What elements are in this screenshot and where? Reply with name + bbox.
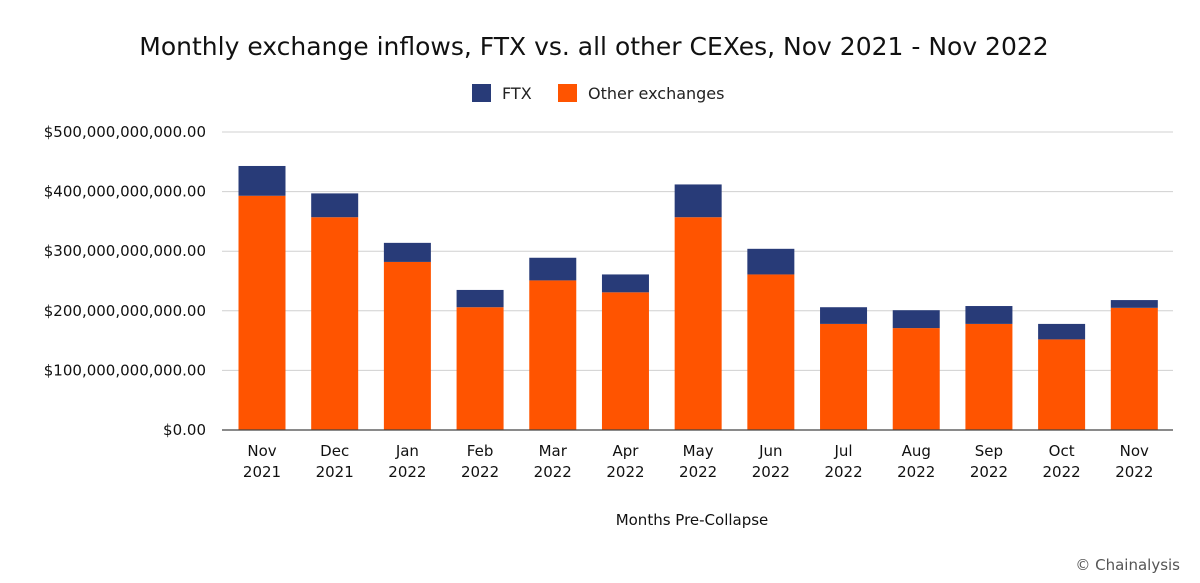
- x-tick-label-month: Dec: [320, 442, 349, 460]
- y-tick-label: $400,000,000,000.00: [44, 183, 206, 201]
- bars: [238, 165, 1158, 430]
- y-tick-label: $300,000,000,000.00: [44, 242, 206, 260]
- x-tick-label-month: Sep: [975, 442, 1003, 460]
- x-tick-label-year: 2022: [1043, 463, 1081, 481]
- y-tick-label: $0.00: [163, 421, 206, 439]
- bar-other-exchanges: [238, 195, 286, 430]
- bar-ftx: [1038, 323, 1086, 340]
- legend-label: Other exchanges: [588, 84, 724, 103]
- bar-other-exchanges: [383, 261, 431, 430]
- chart-title: Monthly exchange inflows, FTX vs. all ot…: [139, 32, 1048, 61]
- bar-other-exchanges: [820, 323, 868, 430]
- x-tick-label-year: 2022: [1115, 463, 1153, 481]
- bar-other-exchanges: [311, 217, 359, 430]
- y-tick-label: $500,000,000,000.00: [44, 123, 206, 141]
- bar-other-exchanges: [892, 328, 940, 430]
- x-tick-label-year: 2021: [243, 463, 281, 481]
- bar-ftx: [601, 274, 649, 293]
- bar-other-exchanges: [529, 280, 577, 430]
- y-tick-label: $100,000,000,000.00: [44, 361, 206, 379]
- x-tick-label-month: Nov: [247, 442, 276, 460]
- x-tick-label-month: Jan: [395, 442, 419, 460]
- x-tick-label-month: May: [683, 442, 714, 460]
- chainalysis-watermark: © Chainalysis: [1075, 556, 1180, 574]
- bar-other-exchanges: [674, 217, 722, 430]
- x-tick-label-year: 2021: [316, 463, 354, 481]
- x-tick-label-year: 2022: [824, 463, 862, 481]
- bar-ftx: [965, 306, 1013, 324]
- bar-other-exchanges: [601, 292, 649, 430]
- x-axis-title: Months Pre-Collapse: [616, 511, 769, 529]
- x-tick-label-month: Feb: [467, 442, 494, 460]
- bar-ftx: [1110, 300, 1158, 308]
- x-tick-label-year: 2022: [897, 463, 935, 481]
- bar-other-exchanges: [456, 307, 504, 430]
- x-tick-label-month: Oct: [1049, 442, 1075, 460]
- x-tick-label-month: Jul: [833, 442, 852, 460]
- x-tick-label-year: 2022: [534, 463, 572, 481]
- x-tick-label-month: Jun: [758, 442, 782, 460]
- x-tick-label-year: 2022: [606, 463, 644, 481]
- x-tick-label-year: 2022: [461, 463, 499, 481]
- chart-legend: FTX Other exchanges: [472, 84, 724, 103]
- y-tick-label: $200,000,000,000.00: [44, 302, 206, 320]
- x-tick-label-year: 2022: [970, 463, 1008, 481]
- bar-ftx: [529, 257, 577, 281]
- bar-ftx: [892, 310, 940, 329]
- legend-label: FTX: [502, 84, 532, 103]
- bar-ftx: [238, 165, 286, 196]
- bar-ftx: [311, 193, 359, 218]
- legend-swatch: [472, 84, 491, 102]
- bar-ftx: [820, 307, 868, 324]
- bar-other-exchanges: [1110, 307, 1158, 430]
- bar-other-exchanges: [1038, 339, 1086, 430]
- x-tick-label-month: Apr: [612, 442, 639, 460]
- x-tick-label-year: 2022: [752, 463, 790, 481]
- bar-other-exchanges: [965, 323, 1013, 430]
- x-tick-label-year: 2022: [388, 463, 426, 481]
- x-axis-ticks: Nov 2021 Dec 2021 Jan 2022 Feb 2022 Mar 2022 Apr 20…: [243, 442, 1153, 481]
- legend-swatch: [558, 84, 577, 102]
- y-axis-ticks: $0.00 $100,000,000,000.00 $200,000,000,000…: [44, 123, 206, 439]
- x-tick-label-month: Mar: [539, 442, 568, 460]
- bar-ftx: [383, 242, 431, 262]
- bar-ftx: [674, 184, 722, 218]
- bar-ftx: [747, 248, 795, 275]
- bar-other-exchanges: [747, 274, 795, 430]
- x-tick-label-month: Nov: [1120, 442, 1149, 460]
- bar-ftx: [456, 289, 504, 308]
- x-tick-label-month: Aug: [902, 442, 931, 460]
- x-tick-label-year: 2022: [679, 463, 717, 481]
